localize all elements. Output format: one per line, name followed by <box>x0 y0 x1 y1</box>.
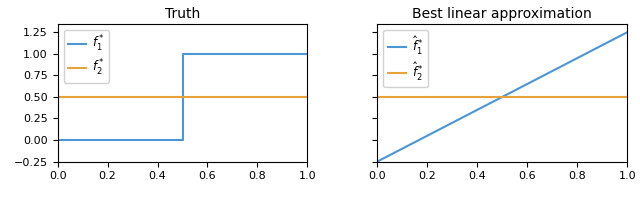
Line: $f_1^*$: $f_1^*$ <box>58 54 307 140</box>
$f_1^*$ <box>303 53 311 55</box>
$f_1^*$ <box>179 53 186 55</box>
$\hat{f}_1^*$ <box>387 154 394 156</box>
$\hat{f}_1^*$ <box>616 35 624 37</box>
$\hat{f}_1^*$ <box>374 160 381 163</box>
Legend: $\hat{f}_1^*$, $\hat{f}_2^*$: $\hat{f}_1^*$, $\hat{f}_2^*$ <box>383 30 428 87</box>
Title: Best linear approximation: Best linear approximation <box>412 7 592 21</box>
$f_1^*$ <box>179 139 186 141</box>
Title: Truth: Truth <box>165 7 200 21</box>
$\hat{f}_1^*$ <box>616 35 623 37</box>
$\hat{f}_1^*$ <box>623 31 631 33</box>
$\hat{f}_1^*$ <box>570 59 578 61</box>
$\hat{f}_1^*$ <box>488 101 496 103</box>
$f_1^*$ <box>54 139 61 141</box>
Line: $\hat{f}_1^*$: $\hat{f}_1^*$ <box>378 32 627 162</box>
Legend: $f_1^*$, $f_2^*$: $f_1^*$, $f_2^*$ <box>63 30 109 83</box>
$\hat{f}_1^*$ <box>495 98 502 100</box>
